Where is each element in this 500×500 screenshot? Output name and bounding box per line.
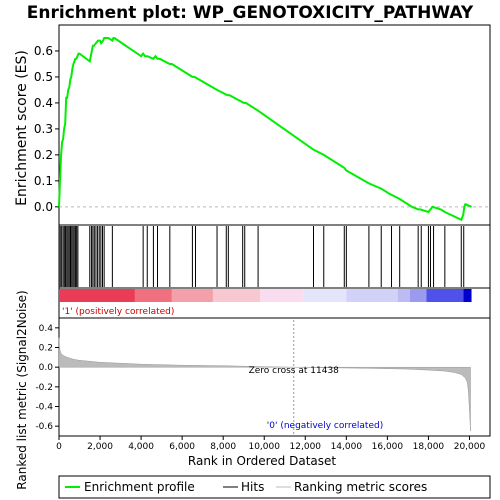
positive-correlation-label: '1' (positively correlated) [62, 307, 174, 317]
legend: Enrichment profile Hits Ranking metric s… [58, 475, 491, 499]
ranking-metric-area [58, 337, 471, 432]
colorbar-band [409, 289, 427, 302]
x-tick-label: 18,000 [413, 442, 445, 452]
x-tick-label: 2,000 [87, 442, 113, 452]
metric-ytick-label: 0.0 [39, 363, 54, 373]
colorbar-band [260, 289, 304, 302]
es-panel: 0.0 0.1 0.2 0.3 0.4 0.5 0.6 Enrichment score (… [14, 24, 491, 226]
colorbar-band [171, 289, 213, 302]
hits-panel [58, 224, 491, 289]
enrichment-profile-line [58, 37, 472, 222]
es-ytick-label: 0.6 [34, 44, 53, 58]
x-axis: 0 2,000 4,000 6,000 8,000 10,000 12,000 14,000 1… [56, 436, 485, 452]
metric-ytick-label: -0.6 [35, 422, 53, 432]
legend-label-enrichment: Enrichment profile [84, 480, 195, 494]
colorbar-band [212, 289, 261, 302]
es-ytick-label: 0.1 [34, 174, 53, 188]
colorbar-band [59, 289, 135, 302]
colorbar-band [426, 289, 464, 302]
es-plot-frame [58, 24, 491, 226]
es-ytick-label: 0.2 [34, 148, 53, 162]
metric-panel: Zero cross at 11438 '0' (negatively corr… [15, 290, 491, 490]
x-tick-label: 0 [56, 442, 62, 452]
es-ylabel: Enrichment score (ES) [14, 50, 30, 206]
metric-ytick-label: -0.4 [35, 403, 53, 413]
metric-plot-frame [58, 317, 491, 437]
x-tick-label: 8,000 [210, 442, 236, 452]
negative-correlation-label: '0' (negatively correlated) [267, 421, 383, 431]
metric-ylabel: Ranked list metric (Signal2Noise) [15, 290, 29, 489]
metric-ytick-label: 0.4 [39, 324, 54, 334]
hits-frame [58, 224, 491, 289]
x-tick-label: 14,000 [331, 442, 363, 452]
legend-label-metric: Ranking metric scores [294, 480, 427, 494]
zero-cross-label: Zero cross at 11438 [249, 366, 340, 376]
es-ytick-label: 0.5 [34, 70, 53, 84]
legend-box [58, 475, 491, 499]
es-ytick-label: 0.3 [34, 122, 53, 136]
x-tick-label: 6,000 [169, 442, 195, 452]
es-ytick-label: 0.0 [34, 200, 53, 214]
colorbar-band [134, 289, 172, 302]
colorbar-band [303, 289, 347, 302]
rank-colorbar: '1' (positively correlated) [58, 287, 491, 319]
colorbar-band [397, 289, 410, 302]
x-axis-label: Rank in Ordered Dataset [188, 454, 336, 468]
colorbar-band [463, 289, 472, 302]
legend-label-hits: Hits [241, 480, 264, 494]
x-tick-label: 16,000 [372, 442, 404, 452]
x-tick-label: 12,000 [290, 442, 322, 452]
x-tick-label: 4,000 [128, 442, 154, 452]
metric-ytick-label: -0.2 [35, 383, 53, 393]
chart-title: Enrichment plot: WP_GENOTOXICITY_PATHWAY [27, 3, 474, 23]
metric-ytick-label: 0.2 [39, 344, 53, 354]
x-tick-label: 20,000 [454, 442, 486, 452]
colorbar-band [346, 289, 398, 302]
es-ytick-label: 0.4 [34, 96, 53, 110]
x-tick-label: 10,000 [248, 442, 280, 452]
